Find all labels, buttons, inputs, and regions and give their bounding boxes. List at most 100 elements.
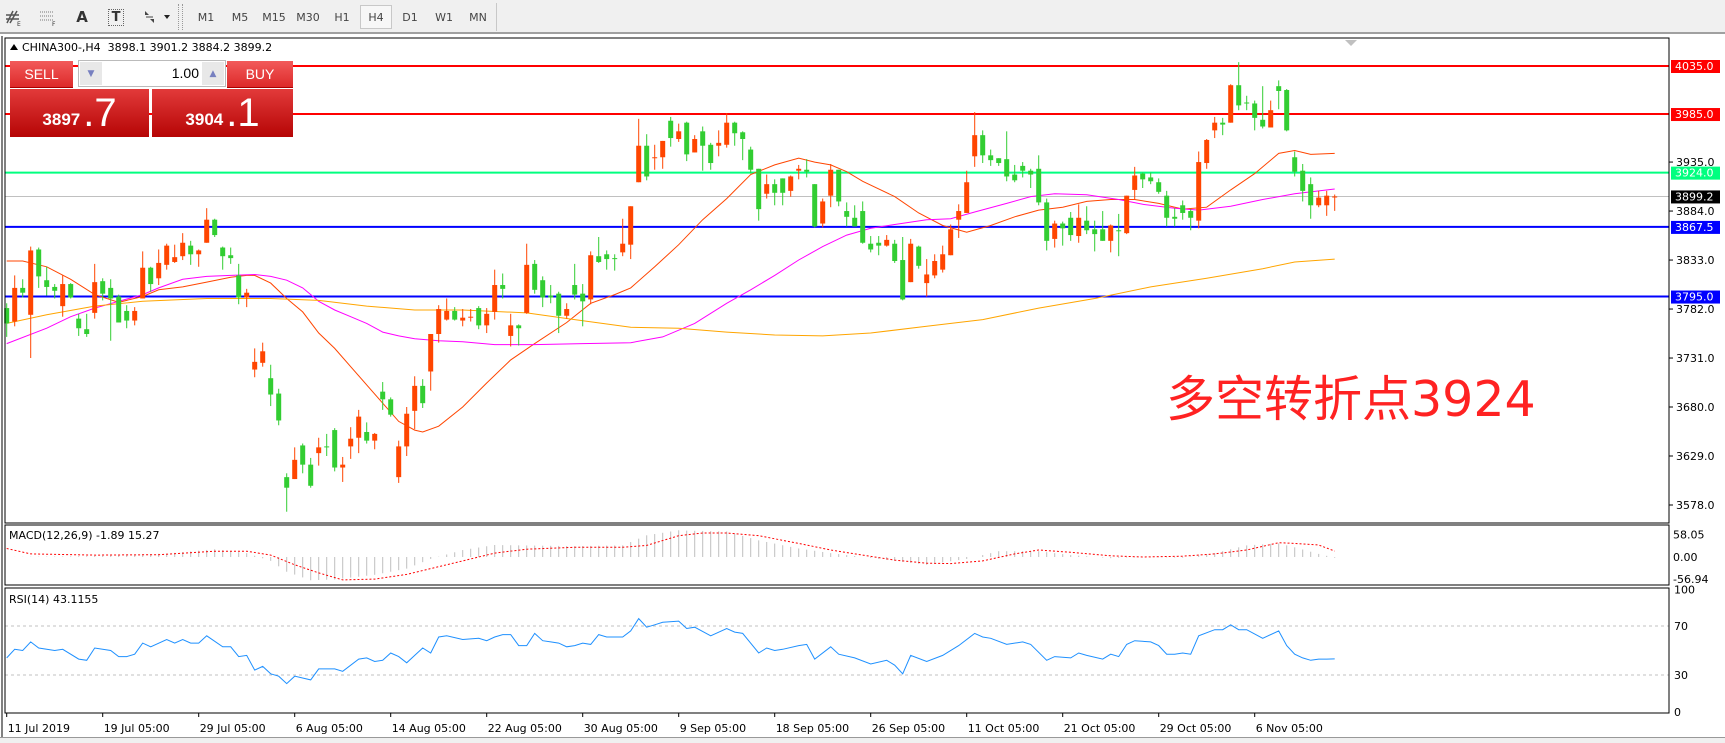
- candle[interactable]: [4, 303, 10, 337]
- candle[interactable]: [628, 206, 634, 260]
- sell-price-box[interactable]: 3897 .7: [10, 89, 149, 137]
- candle[interactable]: [212, 218, 218, 237]
- candle[interactable]: [1300, 163, 1306, 202]
- candle[interactable]: [820, 198, 826, 228]
- collapse-triangle-icon[interactable]: [10, 44, 18, 50]
- candle[interactable]: [684, 121, 690, 162]
- candle[interactable]: [548, 285, 554, 304]
- candle[interactable]: [996, 158, 1002, 166]
- candle[interactable]: [1036, 155, 1042, 206]
- candle[interactable]: [268, 364, 274, 407]
- candle[interactable]: [1316, 190, 1322, 208]
- timeframe-h4[interactable]: H4: [360, 5, 392, 29]
- candle[interactable]: [100, 278, 106, 301]
- candle[interactable]: [972, 112, 978, 167]
- candle[interactable]: [284, 473, 290, 512]
- candle[interactable]: [492, 269, 498, 320]
- candle[interactable]: [620, 218, 626, 257]
- candle[interactable]: [468, 309, 474, 322]
- candle[interactable]: [460, 309, 466, 327]
- candle[interactable]: [1116, 213, 1122, 257]
- arrows-dropdown-icon[interactable]: [140, 5, 174, 29]
- candle[interactable]: [292, 447, 298, 480]
- candle[interactable]: [1172, 208, 1178, 227]
- candle[interactable]: [148, 266, 154, 292]
- candle[interactable]: [1188, 209, 1194, 231]
- candle[interactable]: [188, 240, 194, 265]
- timeframe-m30[interactable]: M30: [296, 10, 320, 24]
- candle[interactable]: [924, 259, 930, 297]
- candle[interactable]: [1332, 194, 1338, 211]
- candle[interactable]: [1212, 116, 1218, 139]
- candle[interactable]: [124, 305, 130, 329]
- candle[interactable]: [1132, 166, 1138, 200]
- timeframe-m1[interactable]: M1: [197, 10, 215, 24]
- candle[interactable]: [612, 254, 618, 271]
- candle[interactable]: [1324, 190, 1330, 216]
- candle[interactable]: [364, 422, 370, 444]
- candle[interactable]: [1092, 220, 1098, 252]
- candle[interactable]: [164, 243, 170, 270]
- timeframe-m15[interactable]: M15: [262, 10, 286, 24]
- candle[interactable]: [908, 238, 914, 283]
- candle[interactable]: [796, 164, 802, 180]
- candle[interactable]: [452, 307, 458, 321]
- candle[interactable]: [412, 376, 418, 430]
- candle[interactable]: [428, 334, 434, 391]
- candle[interactable]: [804, 159, 810, 178]
- candle[interactable]: [76, 313, 82, 336]
- candle[interactable]: [116, 294, 122, 323]
- candle[interactable]: [20, 279, 26, 298]
- candle[interactable]: [884, 235, 890, 247]
- candle[interactable]: [636, 118, 642, 183]
- fibonacci-fan-icon[interactable]: F: [38, 5, 58, 29]
- candle[interactable]: [644, 134, 650, 181]
- candle[interactable]: [1292, 151, 1298, 177]
- candle[interactable]: [436, 305, 442, 343]
- candle[interactable]: [1052, 220, 1058, 248]
- candle[interactable]: [44, 266, 50, 296]
- candle[interactable]: [1228, 84, 1234, 123]
- candle[interactable]: [500, 273, 506, 299]
- candle[interactable]: [1204, 139, 1210, 169]
- candle[interactable]: [540, 276, 546, 308]
- candle[interactable]: [84, 313, 90, 337]
- candle[interactable]: [668, 116, 674, 147]
- candle[interactable]: [556, 291, 562, 334]
- candle[interactable]: [764, 174, 770, 199]
- candle[interactable]: [676, 123, 682, 142]
- candle[interactable]: [588, 251, 594, 305]
- candle[interactable]: [900, 236, 906, 301]
- candle[interactable]: [740, 131, 746, 161]
- candle[interactable]: [308, 457, 314, 488]
- candle[interactable]: [1020, 162, 1026, 178]
- candle[interactable]: [844, 202, 850, 227]
- lot-decrease-icon[interactable]: ▼: [80, 62, 102, 85]
- candle[interactable]: [1084, 206, 1090, 235]
- candle[interactable]: [28, 246, 34, 359]
- candle[interactable]: [1276, 80, 1282, 110]
- candle[interactable]: [1244, 95, 1250, 111]
- candle[interactable]: [836, 169, 842, 207]
- candle[interactable]: [132, 307, 138, 326]
- candle[interactable]: [388, 397, 394, 417]
- candle[interactable]: [980, 130, 986, 164]
- candle[interactable]: [396, 440, 402, 483]
- candle[interactable]: [892, 239, 898, 263]
- candle[interactable]: [244, 288, 250, 308]
- candle[interactable]: [956, 204, 962, 238]
- candle[interactable]: [780, 178, 786, 206]
- candle[interactable]: [1148, 172, 1154, 185]
- candle[interactable]: [1236, 62, 1242, 111]
- candle[interactable]: [716, 130, 722, 157]
- timeframe-m5[interactable]: M5: [231, 10, 249, 24]
- candle[interactable]: [276, 388, 282, 426]
- candle[interactable]: [420, 379, 426, 408]
- fibonacci-expansion-icon[interactable]: E: [4, 5, 24, 29]
- candle[interactable]: [948, 224, 954, 256]
- candle[interactable]: [1012, 164, 1018, 183]
- candle[interactable]: [300, 443, 306, 474]
- candle[interactable]: [204, 208, 210, 243]
- candle[interactable]: [516, 324, 522, 346]
